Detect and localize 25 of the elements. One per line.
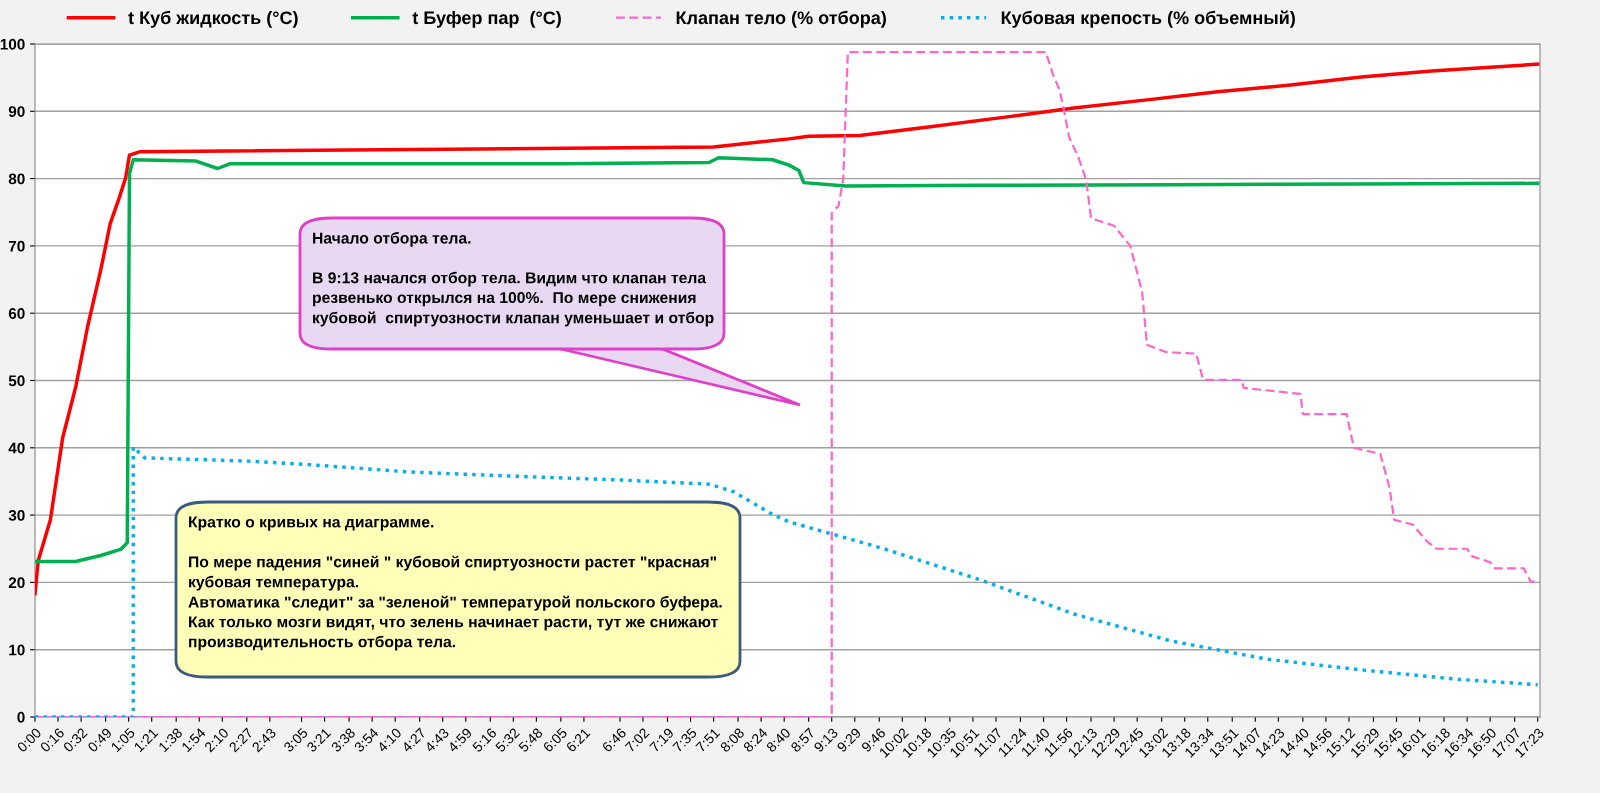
y-tick-label: 20	[8, 577, 25, 589]
x-tick-label: 6:46	[601, 727, 627, 753]
legend-label: t Буфер пар (°C)	[412, 10, 561, 28]
text: Кратко о кривых на диаграмме. По мере падения "синей " кубовой спиртуозности растет "красная" кубовая температура. Автоматика "следит" за "зеленой" температурой польского буфера. Как только мозги видят, что зелень начинает расти, тут же снижают производительность отбора тела.	[188, 516, 722, 651]
y-tick-label: 10	[9, 644, 25, 656]
legend-label: t Куб жидкость (°C)	[128, 10, 298, 28]
x-tick-label: 3:21	[306, 727, 332, 753]
x-tick-label: 7:51	[695, 727, 721, 753]
x-tick-label: 1:21	[133, 727, 159, 753]
y-tick-label: 40	[8, 442, 25, 454]
x-tick-label: 7:02	[624, 727, 650, 753]
y-tick-label: 70	[8, 240, 25, 252]
y-tick-label: 60	[8, 308, 25, 319]
legend-label: Клапан тело (% отбора)	[676, 10, 886, 28]
legend-label: Кубовая крепость (% объемный)	[1001, 10, 1295, 28]
line-series	[35, 62, 1540, 596]
y-tick-label: 80	[8, 173, 25, 185]
y-tick-label: 30	[8, 509, 25, 521]
text: Начало отбора тела. В 9:13 начался отбор тела. Видим что клапан тела резвенько открылся на 100%. По мере снижения кубовой спиртуозности клапан уменьшает и отбор	[313, 232, 714, 327]
x-tick-label: 4:43	[424, 727, 450, 753]
y-tick-label: 0	[17, 711, 25, 723]
x-tick-label: 6:05	[542, 727, 568, 753]
y-tick-label: 50	[8, 375, 25, 387]
y-tick-label: 100	[0, 38, 25, 50]
y-tick-label: 90	[8, 106, 25, 117]
